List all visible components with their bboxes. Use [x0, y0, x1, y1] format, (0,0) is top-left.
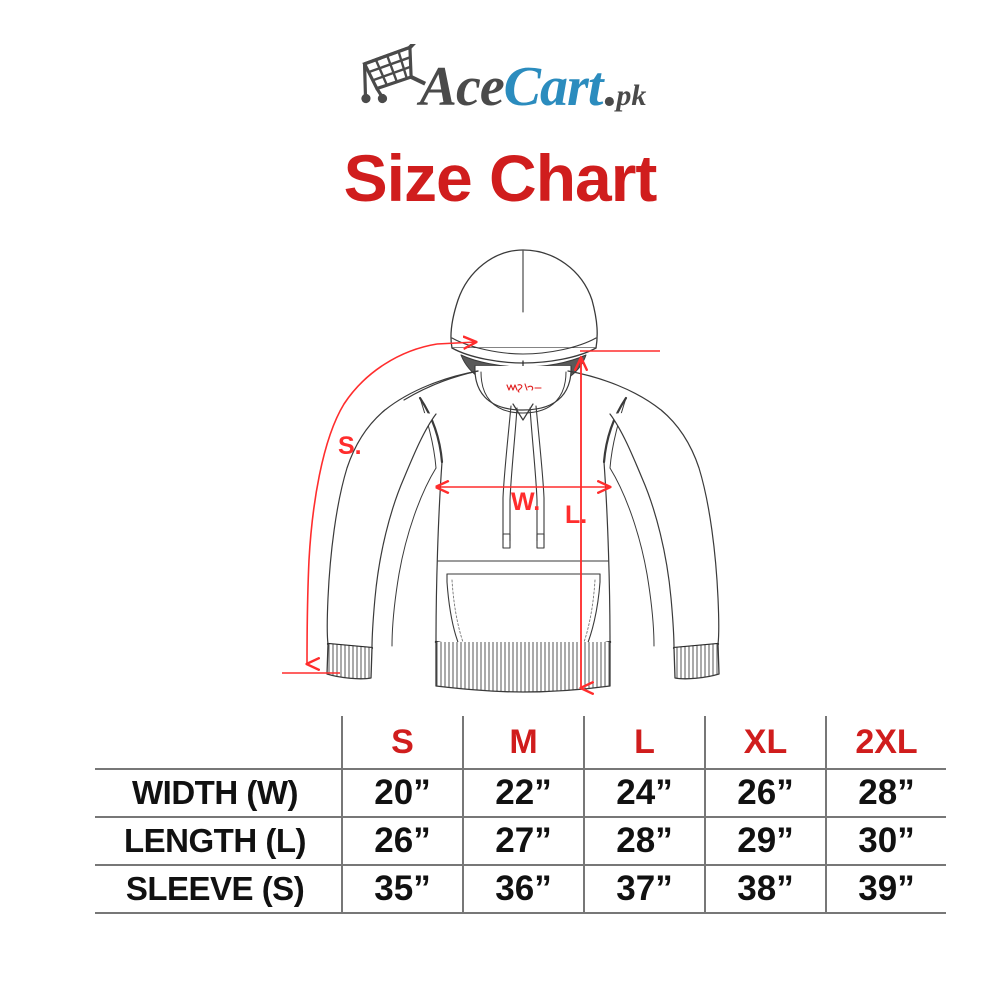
length-measure-label: L.: [565, 501, 587, 529]
length-measure-line: [580, 350, 660, 688]
cell-width-2xl: 28”: [825, 769, 946, 818]
header-size-l: L: [583, 716, 705, 770]
row-label-length: LENGTH (L): [95, 817, 342, 866]
cell-length-l: 28”: [583, 817, 705, 866]
cell-width-l: 24”: [583, 769, 705, 818]
cell-sleeve-l: 37”: [583, 865, 705, 914]
row-label-width: WIDTH (W): [95, 769, 342, 818]
cell-length-2xl: 30”: [825, 817, 946, 866]
cell-width-s: 20”: [341, 769, 463, 818]
table-row: SLEEVE (S) 35” 36” 37” 38” 39”: [95, 865, 946, 914]
cell-length-xl: 29”: [704, 817, 826, 866]
cell-sleeve-2xl: 39”: [825, 865, 946, 914]
brand-name-primary: Ace: [419, 55, 505, 118]
header-size-m: M: [462, 716, 584, 770]
cell-length-s: 26”: [341, 817, 463, 866]
header-row-label: [95, 716, 342, 770]
brand-tld: pk: [616, 78, 647, 112]
brand-logo-inner: Ace Cart . pk: [354, 38, 647, 118]
header-size-2xl: 2XL: [825, 716, 946, 770]
row-label-sleeve: SLEEVE (S): [95, 865, 342, 914]
page-title: Size Chart: [343, 141, 658, 215]
shopping-cart-icon: [354, 38, 426, 111]
hoodie-illustration: S. W. L.: [0, 238, 1000, 703]
cell-sleeve-m: 36”: [462, 865, 584, 914]
header-size-xl: XL: [704, 716, 826, 770]
cell-width-xl: 26”: [704, 769, 826, 818]
header-size-s: S: [341, 716, 463, 770]
brand-name-accent: Cart: [503, 55, 604, 118]
table-row: WIDTH (W) 20” 22” 24” 26” 28”: [95, 769, 946, 818]
sleeve-measure-line: [282, 342, 476, 674]
table-row: LENGTH (L) 26” 27” 28” 29” 30”: [95, 817, 946, 866]
brand-logo: Ace Cart . pk: [0, 38, 1000, 118]
width-measure-label: W.: [511, 488, 540, 516]
cell-sleeve-s: 35”: [341, 865, 463, 914]
sleeve-measure-label: S.: [338, 432, 362, 460]
brand-dot: .: [602, 55, 617, 118]
size-chart-table: S M L XL 2XL WIDTH (W) 20” 22” 24” 26” 2…: [95, 716, 946, 914]
cell-length-m: 27”: [462, 817, 584, 866]
cell-width-m: 22”: [462, 769, 584, 818]
table-header-row: S M L XL 2XL: [95, 716, 946, 770]
cell-sleeve-xl: 38”: [704, 865, 826, 914]
measure-annotations: S. W. L.: [282, 342, 660, 688]
